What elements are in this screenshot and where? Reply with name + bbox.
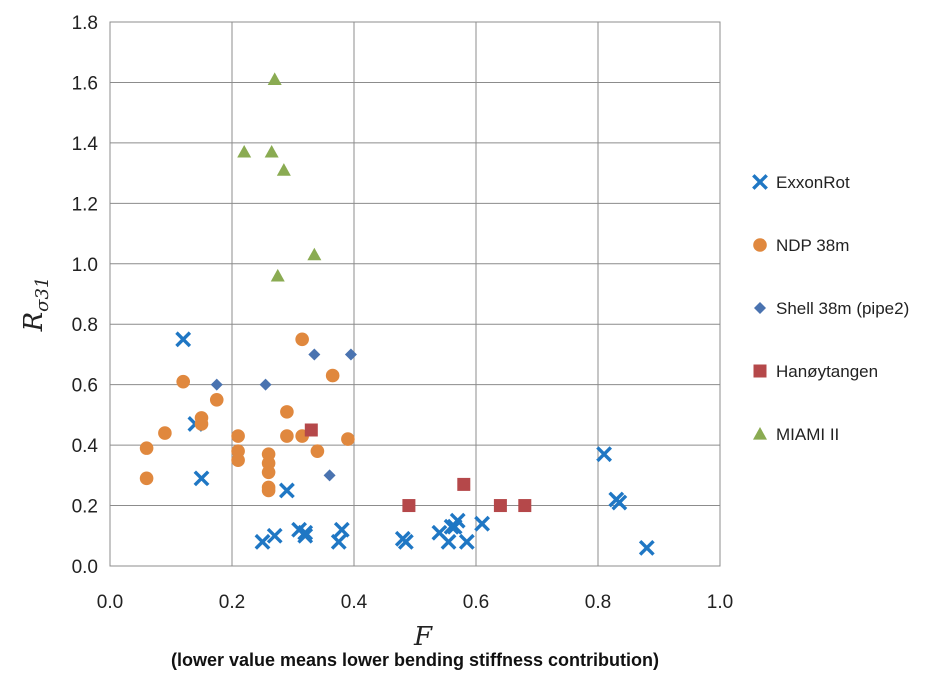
point-ndp-38m (209, 392, 224, 407)
point-ndp-38m (310, 444, 325, 458)
point-ndp-38m (341, 432, 355, 446)
point-miami-ii (264, 144, 279, 158)
point-han-ytangen (493, 499, 507, 513)
point-exxonrot (449, 512, 466, 529)
point-ndp-38m (325, 368, 340, 383)
point-ndp-38m (280, 429, 294, 443)
point-han-ytangen (304, 423, 318, 437)
point-exxonrot (297, 527, 314, 544)
legend-label-han-ytangen: Hanøytangen (776, 362, 878, 381)
x-tick-label: 0.4 (341, 592, 368, 613)
y-tick-label: 0.0 (72, 557, 98, 578)
point-exxonrot (193, 470, 210, 487)
point-exxonrot (474, 515, 491, 532)
point-shell-38m-pipe2 (259, 378, 272, 391)
point-ndp-38m (295, 332, 309, 347)
legend-label-exxonrot: ExxonRot (776, 173, 850, 192)
y-axis-title-base: R (19, 312, 49, 333)
point-exxonrot (297, 524, 314, 541)
x-tick-label: 0.8 (585, 592, 611, 613)
y-tick-label: 1.4 (72, 134, 99, 155)
point-ndp-38m (280, 405, 294, 419)
point-han-ytangen (518, 499, 532, 513)
x-tick-label: 0.2 (219, 592, 245, 613)
point-exxonrot (638, 539, 655, 556)
point-shell-38m-pipe2 (210, 378, 223, 391)
legend-marker-shell-38m-pipe2 (754, 302, 766, 314)
y-tick-label: 0.2 (72, 497, 98, 518)
point-exxonrot (330, 533, 347, 550)
point-exxonrot (596, 446, 613, 463)
point-miami-ii (307, 247, 322, 261)
y-tick-label: 1.0 (72, 255, 98, 276)
y-tick-label: 0.4 (72, 436, 99, 457)
plot-area (109, 21, 721, 567)
point-ndp-38m (261, 465, 276, 480)
point-ndp-38m (194, 417, 209, 431)
point-ndp-38m (139, 471, 154, 486)
point-shell-38m-pipe2 (308, 348, 321, 361)
y-axis-title: Rσ31 (19, 277, 53, 333)
point-shell-38m-pipe2 (323, 469, 336, 482)
point-han-ytangen (457, 477, 471, 491)
x-tick-label: 0.0 (97, 592, 123, 613)
point-ndp-38m (231, 429, 245, 443)
point-ndp-38m (158, 426, 172, 440)
point-shell-38m-pipe2 (344, 348, 357, 361)
point-ndp-38m (231, 453, 245, 468)
point-exxonrot (278, 482, 295, 499)
point-exxonrot (333, 521, 350, 538)
legend-marker-miami-ii (753, 427, 767, 440)
y-tick-label: 1.6 (72, 73, 98, 94)
point-ndp-38m (176, 374, 190, 389)
legend-label-miami-ii: MIAMI II (776, 425, 839, 444)
legend-marker-han-ytangen (753, 364, 767, 378)
point-miami-ii (270, 268, 285, 282)
y-tick-label: 0.8 (72, 315, 98, 336)
point-han-ytangen (402, 499, 416, 513)
point-miami-ii (267, 72, 282, 86)
y-tick-label: 1.2 (72, 194, 98, 215)
point-exxonrot (440, 533, 457, 550)
point-exxonrot (611, 494, 628, 511)
point-ndp-38m (139, 441, 154, 455)
x-axis-title: F (413, 622, 433, 652)
point-exxonrot (266, 527, 283, 544)
legend-marker-exxonrot (752, 174, 768, 190)
point-ndp-38m (261, 483, 276, 498)
y-axis-title-subscript: σ31 (32, 277, 53, 312)
point-miami-ii (276, 163, 291, 176)
point-exxonrot (175, 331, 192, 348)
legend-marker-ndp-38m (753, 238, 767, 252)
point-exxonrot (397, 533, 414, 550)
chart-note: (lower value means lower bending stiffne… (170, 650, 660, 670)
y-tick-label: 0.6 (72, 376, 98, 397)
point-miami-ii (237, 144, 252, 158)
x-tick-label: 0.6 (463, 592, 489, 613)
legend-label-shell-38m-pipe2: Shell 38m (pipe2) (776, 299, 909, 318)
point-exxonrot (254, 533, 271, 550)
point-exxonrot (458, 533, 475, 550)
x-tick-label: 1.0 (707, 592, 733, 613)
legend-label-ndp-38m: NDP 38m (776, 236, 849, 255)
y-tick-label: 1.8 (72, 13, 98, 34)
